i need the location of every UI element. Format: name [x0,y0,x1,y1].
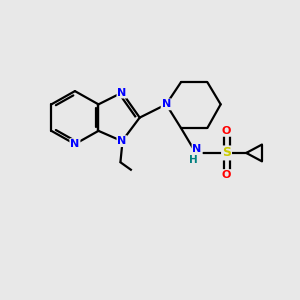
Text: N: N [117,136,127,146]
Text: N: N [70,139,80,149]
Text: O: O [222,126,231,136]
Text: H: H [189,155,198,165]
Text: O: O [222,170,231,180]
Text: S: S [222,146,231,159]
Text: N: N [162,99,171,110]
Text: N: N [117,88,127,98]
Text: N: N [193,144,202,154]
